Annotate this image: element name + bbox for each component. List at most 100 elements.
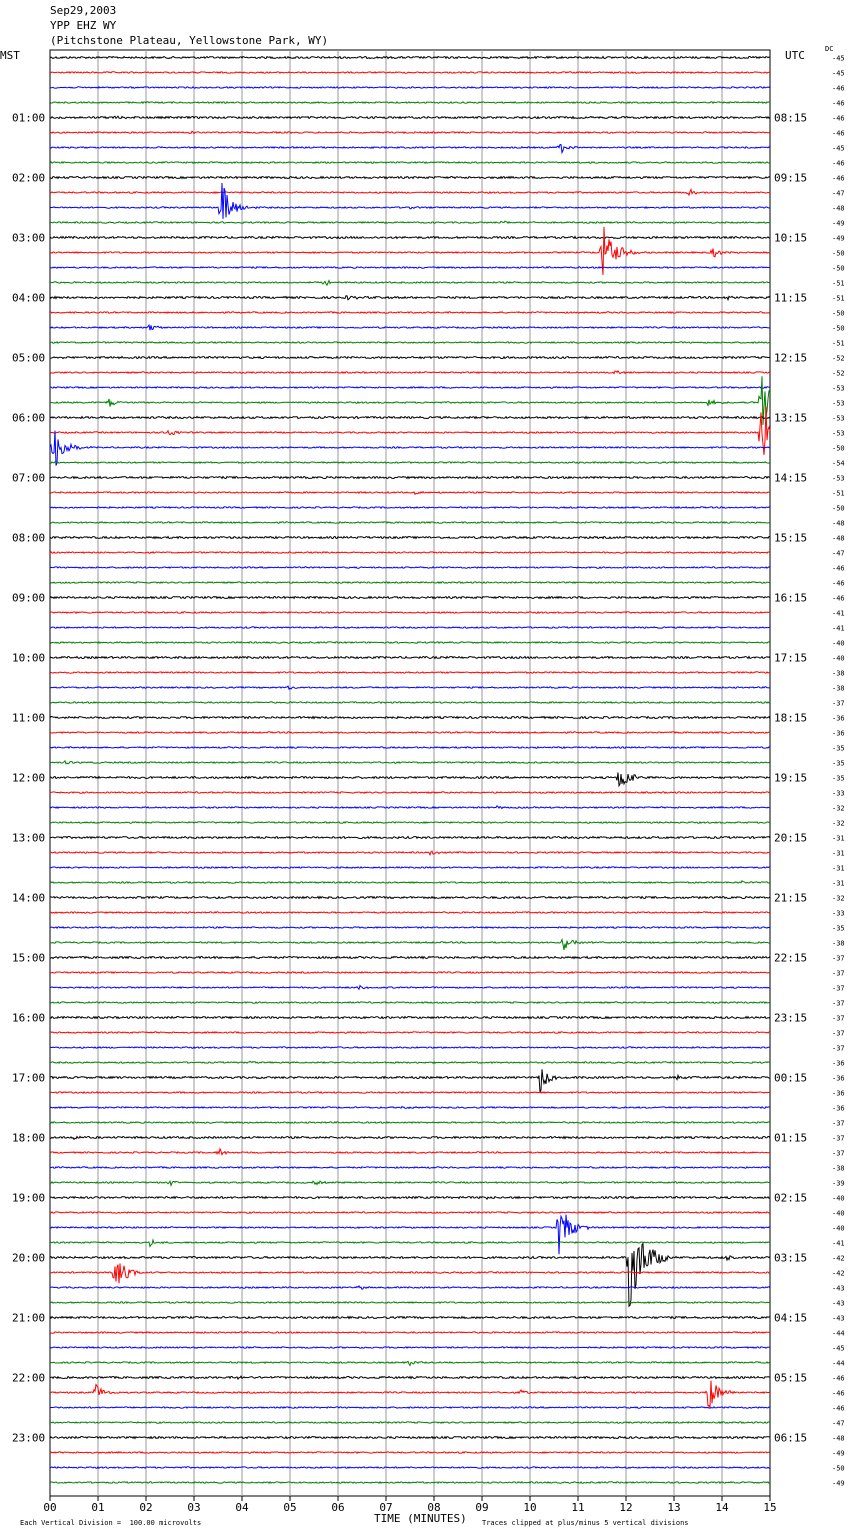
dc-offset-value: -37 (832, 1045, 845, 1053)
mst-hour-label: 20:00 (12, 1252, 45, 1265)
utc-hour-label: 17:15 (774, 652, 807, 665)
dc-offset-value: -33 (832, 790, 845, 798)
trace-line (49, 101, 771, 104)
trace-line (49, 55, 771, 60)
trace-line (49, 701, 771, 704)
trace-line (49, 731, 771, 734)
station-code: YPP EHZ WY (50, 19, 117, 32)
seismic-traces (49, 55, 771, 1484)
trace-line (49, 1331, 771, 1334)
mst-hour-label: 11:00 (12, 712, 45, 725)
x-tick-label: 02 (139, 1501, 152, 1514)
dc-offset-value: -53 (832, 415, 845, 423)
dc-offset-value: -36 (832, 1105, 845, 1113)
utc-hour-label: 06:15 (774, 1432, 807, 1445)
trace-line (49, 880, 771, 884)
utc-hour-label: 18:15 (774, 712, 807, 725)
dc-offset-value: -32 (832, 805, 845, 813)
dc-offset-value: -35 (832, 775, 845, 783)
x-tick-label: 13 (667, 1501, 680, 1514)
trace-line (49, 895, 771, 900)
dc-offset-value: -45 (832, 55, 845, 63)
dc-offset-value: -51 (832, 340, 845, 348)
dc-offset-value: -49 (832, 1450, 845, 1458)
x-tick-label: 12 (619, 1501, 632, 1514)
trace-line (49, 266, 771, 269)
trace-line (49, 1179, 771, 1188)
trace-line (49, 1195, 771, 1200)
mst-hour-label: 01:00 (12, 112, 45, 125)
trace-line (49, 143, 771, 155)
x-tick-label: 05 (283, 1501, 296, 1514)
trace-line (49, 376, 771, 425)
trace-line (49, 1045, 771, 1049)
trace-line (49, 984, 771, 991)
utc-hour-label: 02:15 (774, 1192, 807, 1205)
dc-offset-value: -46 (832, 1375, 845, 1383)
trace-line (49, 805, 771, 810)
dc-offset-value: -43 (832, 1285, 845, 1293)
dc-offset-value: -50 (832, 505, 845, 513)
trace-line (49, 1015, 771, 1020)
dc-offset-value: -50 (832, 445, 845, 453)
utc-hour-labels: 08:15 09:15 10:15 11:15 12:15 13:15 14:15 15:15… (774, 112, 807, 1445)
trace-line (49, 715, 771, 720)
dc-offset-value: -53 (832, 400, 845, 408)
mst-hour-label: 07:00 (12, 472, 45, 485)
mst-hour-label: 04:00 (12, 292, 45, 305)
x-tick-label: 14 (715, 1501, 729, 1514)
dc-offset-value: -37 (832, 955, 845, 963)
dc-offset-value: -43 (832, 1315, 845, 1323)
trace-line (49, 1090, 771, 1094)
dc-offset-value: -46 (832, 130, 845, 138)
trace-line (49, 1121, 771, 1124)
dc-offset-value: -49 (832, 235, 845, 243)
trace-line (49, 355, 771, 360)
x-tick-label: 11 (571, 1501, 584, 1514)
dc-offset-value: -46 (832, 1390, 845, 1398)
trace-line (49, 655, 771, 660)
dc-offset-value: -37 (832, 985, 845, 993)
trace-line (49, 1284, 771, 1290)
dc-offset-value: -47 (832, 190, 845, 198)
trace-line (49, 475, 771, 480)
station-date: Sep29,2003 (50, 4, 117, 17)
utc-hour-label: 11:15 (774, 292, 807, 305)
dc-offset-labels: -45 -45 -46 -46 -46 -46 -45 -46 -46 -47 -48 -49 -49 -… (832, 55, 845, 1488)
dc-offset-value: -38 (832, 685, 845, 693)
utc-hour-label: 13:15 (774, 412, 807, 425)
left-timezone-label: MST (0, 49, 20, 62)
mst-hour-label: 17:00 (12, 1072, 45, 1085)
trace-line (49, 341, 771, 344)
trace-line (49, 279, 770, 287)
trace-line (49, 1263, 771, 1284)
mst-hour-label: 16:00 (12, 1012, 45, 1025)
trace-line (49, 323, 771, 331)
utc-hour-label: 01:15 (774, 1132, 807, 1145)
dc-offset-value: -38 (832, 670, 845, 678)
dc-offset-value: -52 (832, 355, 845, 363)
trace-line (49, 86, 771, 89)
x-tick-label: 01 (91, 1501, 104, 1514)
dc-offset-value: -37 (832, 1150, 845, 1158)
dc-offset-value: -50 (832, 265, 845, 273)
x-tick-label: 03 (187, 1501, 200, 1514)
trace-line (49, 791, 771, 794)
dc-offset-value: -37 (832, 1000, 845, 1008)
dc-offset-value: -41 (832, 1240, 845, 1248)
x-tick-label: 10 (523, 1501, 536, 1514)
dc-offset-value: -44 (832, 1360, 845, 1368)
utc-hour-label: 23:15 (774, 1012, 807, 1025)
dc-offset-value: -50 (832, 310, 845, 318)
utc-hour-label: 19:15 (774, 772, 807, 785)
dc-offset-value: -46 (832, 160, 845, 168)
trace-line (49, 1242, 771, 1308)
trace-line (49, 490, 770, 496)
dc-offset-value: -35 (832, 760, 845, 768)
dc-offset-value: -46 (832, 1405, 845, 1413)
trace-line (49, 1147, 771, 1157)
dc-offset-value: -36 (832, 730, 845, 738)
trace-line (49, 1345, 771, 1350)
trace-line (49, 1480, 771, 1484)
x-tick-label: 09 (475, 1501, 488, 1514)
